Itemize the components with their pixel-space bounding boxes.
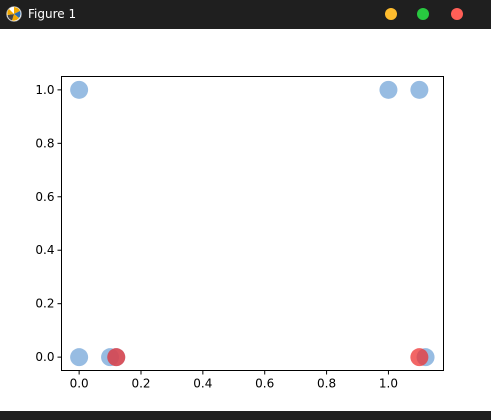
- axes-frame: [61, 76, 444, 371]
- x-tick-label: 0.0: [70, 377, 89, 391]
- x-tick-label: 0.4: [193, 377, 212, 391]
- axis-ticks: 0.0 0.2 0.4 0.6 0.8 1.0 0.0 0.2 0.4 0.6 0.8 1.0: [35, 83, 398, 391]
- scatter-point-red-0: [107, 348, 126, 367]
- scatter-point-blue-3: [70, 348, 89, 367]
- figure-canvas[interactable]: 0.0 0.2 0.4 0.6 0.8 1.0 0.0 0.2 0.4 0.6 0.8 1.0: [0, 29, 491, 411]
- plot-marks: [70, 80, 435, 367]
- close-button[interactable]: [451, 8, 463, 20]
- x-tick-label: 1.0: [379, 377, 398, 391]
- y-tick-label: 0.6: [35, 190, 54, 204]
- scatter-point-blue-2: [410, 80, 429, 99]
- maximize-button[interactable]: [417, 8, 429, 20]
- scatter-point-blue-1: [379, 80, 398, 99]
- window-title: Figure 1: [28, 7, 77, 21]
- bottom-bar: [0, 411, 491, 420]
- scatter-point-red-1: [410, 348, 429, 367]
- x-tick-label: 0.2: [131, 377, 150, 391]
- window-titlebar[interactable]: Figure 1: [0, 0, 491, 29]
- x-tick-label: 0.6: [255, 377, 274, 391]
- minimize-button[interactable]: [385, 8, 397, 20]
- matplotlib-icon: [6, 6, 22, 22]
- scatter-plot: 0.0 0.2 0.4 0.6 0.8 1.0 0.0 0.2 0.4 0.6 0.8 1.0: [35, 76, 444, 391]
- scatter-point-blue-0: [70, 80, 89, 99]
- x-tick-label: 0.8: [317, 377, 336, 391]
- y-tick-label: 1.0: [35, 83, 54, 97]
- y-tick-label: 0.8: [35, 136, 54, 150]
- y-tick-label: 0.0: [35, 350, 54, 364]
- y-tick-label: 0.4: [35, 243, 54, 257]
- y-tick-label: 0.2: [35, 297, 54, 311]
